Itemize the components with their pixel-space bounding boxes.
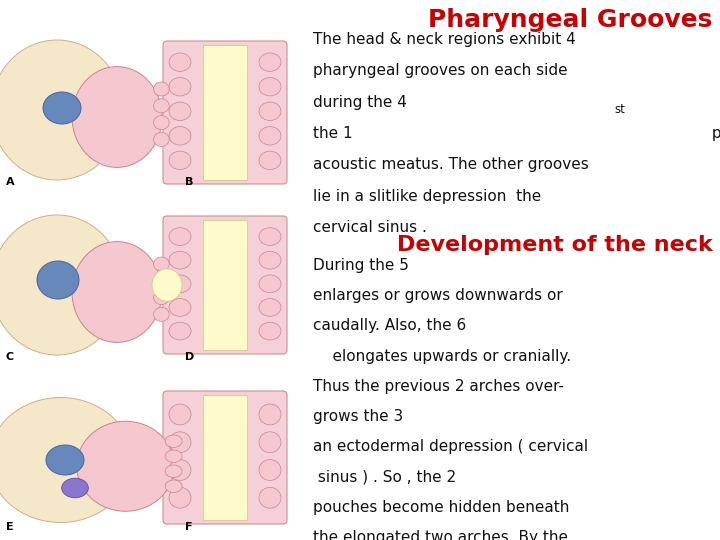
Ellipse shape bbox=[0, 40, 123, 180]
Ellipse shape bbox=[169, 251, 191, 269]
Text: sinus ) . So , the 2: sinus ) . So , the 2 bbox=[313, 470, 456, 485]
Text: acoustic meatus. The other grooves: acoustic meatus. The other grooves bbox=[313, 157, 589, 172]
Ellipse shape bbox=[169, 151, 191, 170]
Ellipse shape bbox=[259, 299, 281, 316]
Ellipse shape bbox=[62, 478, 89, 498]
Ellipse shape bbox=[169, 404, 191, 425]
Text: grows the 3: grows the 3 bbox=[313, 409, 403, 424]
Ellipse shape bbox=[77, 421, 174, 511]
FancyBboxPatch shape bbox=[163, 391, 287, 524]
Ellipse shape bbox=[37, 261, 79, 299]
FancyBboxPatch shape bbox=[163, 216, 287, 354]
Ellipse shape bbox=[165, 465, 182, 477]
Text: enlarges or grows downwards or: enlarges or grows downwards or bbox=[313, 288, 563, 303]
Bar bbox=[203, 220, 247, 350]
Text: the elongated two arches. By the: the elongated two arches. By the bbox=[313, 530, 568, 540]
Ellipse shape bbox=[153, 291, 169, 305]
Ellipse shape bbox=[152, 269, 182, 301]
Ellipse shape bbox=[169, 275, 191, 293]
Bar bbox=[203, 45, 247, 180]
Ellipse shape bbox=[43, 92, 81, 124]
Text: During the 5: During the 5 bbox=[313, 258, 409, 273]
Text: pouches become hidden beneath: pouches become hidden beneath bbox=[313, 500, 570, 515]
Ellipse shape bbox=[169, 460, 191, 481]
Ellipse shape bbox=[259, 460, 281, 481]
Ellipse shape bbox=[153, 274, 169, 288]
Text: A: A bbox=[6, 177, 14, 187]
Ellipse shape bbox=[259, 151, 281, 170]
Ellipse shape bbox=[72, 241, 162, 342]
Text: F: F bbox=[185, 522, 192, 532]
Ellipse shape bbox=[153, 132, 169, 146]
Ellipse shape bbox=[165, 435, 182, 448]
FancyBboxPatch shape bbox=[163, 41, 287, 184]
Text: E: E bbox=[6, 522, 14, 532]
Ellipse shape bbox=[165, 450, 182, 462]
Ellipse shape bbox=[0, 397, 132, 523]
Ellipse shape bbox=[259, 322, 281, 340]
Ellipse shape bbox=[169, 102, 191, 120]
Text: elongates upwards or cranially.: elongates upwards or cranially. bbox=[313, 349, 572, 364]
Ellipse shape bbox=[153, 99, 169, 113]
Ellipse shape bbox=[169, 126, 191, 145]
Ellipse shape bbox=[259, 228, 281, 245]
Text: pair persists as the external: pair persists as the external bbox=[707, 126, 720, 141]
Text: D: D bbox=[185, 352, 194, 362]
Ellipse shape bbox=[165, 480, 182, 492]
Text: an ectodermal depression ( cervical: an ectodermal depression ( cervical bbox=[313, 440, 588, 455]
Ellipse shape bbox=[72, 66, 162, 167]
Text: Development of the neck: Development of the neck bbox=[397, 235, 713, 255]
Ellipse shape bbox=[153, 257, 169, 271]
Ellipse shape bbox=[259, 126, 281, 145]
Text: cervical sinus .: cervical sinus . bbox=[313, 220, 427, 235]
Text: C: C bbox=[6, 352, 14, 362]
Ellipse shape bbox=[259, 78, 281, 96]
Ellipse shape bbox=[0, 215, 123, 355]
Text: Thus the previous 2 arches over-: Thus the previous 2 arches over- bbox=[313, 379, 564, 394]
Text: pharyngeal grooves on each side: pharyngeal grooves on each side bbox=[313, 63, 568, 78]
Ellipse shape bbox=[169, 228, 191, 245]
Text: the 1: the 1 bbox=[313, 126, 353, 141]
Ellipse shape bbox=[259, 251, 281, 269]
Ellipse shape bbox=[259, 53, 281, 71]
Ellipse shape bbox=[153, 116, 169, 130]
Ellipse shape bbox=[259, 102, 281, 120]
Ellipse shape bbox=[169, 488, 191, 508]
Text: The head & neck regions exhibit 4: The head & neck regions exhibit 4 bbox=[313, 32, 576, 47]
Bar bbox=[203, 395, 247, 520]
Ellipse shape bbox=[259, 488, 281, 508]
Ellipse shape bbox=[259, 432, 281, 453]
Ellipse shape bbox=[169, 78, 191, 96]
Ellipse shape bbox=[46, 445, 84, 475]
Text: B: B bbox=[185, 177, 194, 187]
Text: lie in a slitlike depression  the: lie in a slitlike depression the bbox=[313, 188, 541, 204]
Ellipse shape bbox=[153, 82, 169, 96]
Text: st: st bbox=[614, 103, 625, 116]
Text: caudally. Also, the 6: caudally. Also, the 6 bbox=[313, 319, 467, 334]
Ellipse shape bbox=[259, 275, 281, 293]
Ellipse shape bbox=[259, 404, 281, 425]
Ellipse shape bbox=[153, 307, 169, 321]
Ellipse shape bbox=[169, 432, 191, 453]
Ellipse shape bbox=[169, 322, 191, 340]
Text: Pharyngeal Grooves: Pharyngeal Grooves bbox=[428, 8, 713, 32]
Ellipse shape bbox=[169, 53, 191, 71]
Text: during the 4: during the 4 bbox=[313, 94, 407, 110]
Ellipse shape bbox=[169, 299, 191, 316]
